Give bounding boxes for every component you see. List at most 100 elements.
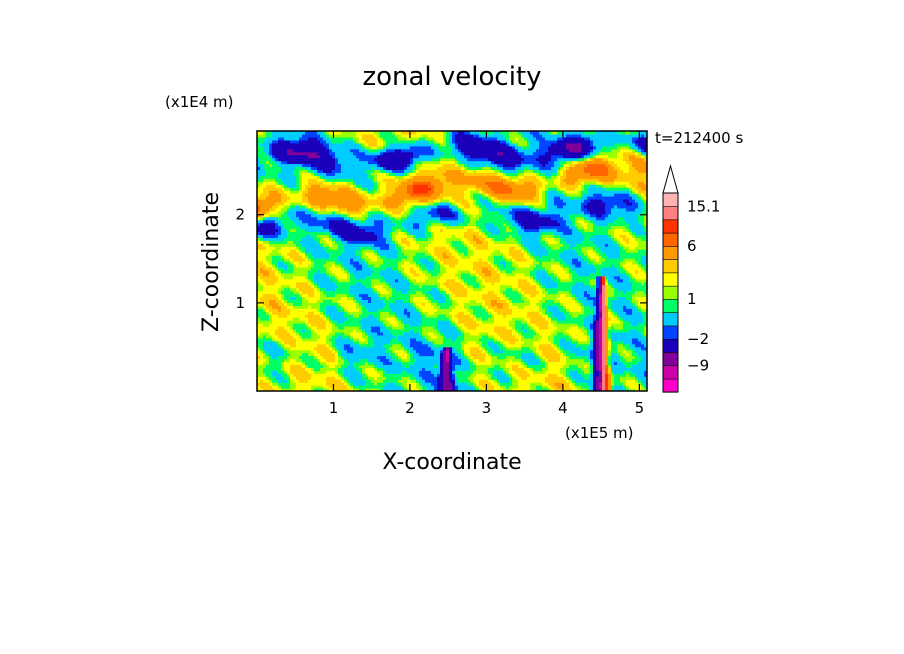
heatmap-cell xyxy=(275,385,279,389)
heatmap-cell xyxy=(575,305,579,309)
heatmap-cell xyxy=(371,334,375,339)
heatmap-cell xyxy=(614,358,618,363)
heatmap-cell xyxy=(395,343,399,348)
heatmap-cell xyxy=(476,296,480,300)
heatmap-cell xyxy=(428,355,432,360)
heatmap-cell xyxy=(626,290,630,295)
heatmap-cell xyxy=(383,340,387,345)
heatmap-cell xyxy=(335,343,339,348)
heatmap-cell xyxy=(338,317,342,321)
heatmap-cell xyxy=(416,323,420,327)
heatmap-cell xyxy=(377,281,381,286)
heatmap-cell xyxy=(611,302,615,306)
heatmap-cell xyxy=(461,352,465,357)
heatmap-cell xyxy=(608,323,612,327)
heatmap-cell xyxy=(440,367,444,371)
heatmap-cell xyxy=(305,305,309,309)
heatmap-cell xyxy=(266,287,270,292)
heatmap-cell xyxy=(305,331,309,336)
heatmap-cell xyxy=(389,308,393,312)
heatmap-cell xyxy=(452,379,456,383)
heatmap-cell xyxy=(593,305,597,309)
heatmap-cell xyxy=(374,317,378,321)
heatmap-cell xyxy=(374,314,378,318)
heatmap-cell xyxy=(386,314,390,318)
heatmap-cell xyxy=(437,311,441,315)
heatmap-cell xyxy=(344,326,348,330)
heatmap-cell xyxy=(437,331,441,336)
heatmap-cell xyxy=(623,328,627,333)
heatmap-cell xyxy=(620,308,624,312)
heatmap-cell xyxy=(491,340,495,345)
heatmap-cell xyxy=(368,388,372,391)
heatmap-cell xyxy=(533,361,537,365)
heatmap-cell xyxy=(479,355,483,360)
heatmap-cell xyxy=(341,352,345,357)
heatmap-cell xyxy=(605,293,609,298)
heatmap-cell xyxy=(359,317,363,321)
heatmap-cell xyxy=(620,305,624,309)
heatmap-cell xyxy=(416,290,420,295)
heatmap-cell xyxy=(329,334,333,339)
heatmap-cell xyxy=(395,385,399,389)
heatmap-cell xyxy=(473,308,477,312)
heatmap-cell xyxy=(644,320,647,324)
heatmap-cell xyxy=(302,364,306,368)
heatmap-cell xyxy=(602,361,606,365)
heatmap-cell xyxy=(374,323,378,327)
heatmap-cell xyxy=(503,367,507,371)
heatmap-cell xyxy=(470,337,474,342)
heatmap-cell xyxy=(590,278,594,283)
heatmap-cell xyxy=(545,314,549,318)
heatmap-cell xyxy=(590,281,594,286)
heatmap-cell xyxy=(596,323,600,327)
heatmap-cell xyxy=(302,296,306,300)
heatmap-cell xyxy=(284,320,288,324)
heatmap-cell xyxy=(428,290,432,295)
heatmap-cell xyxy=(521,361,525,365)
heatmap-cell xyxy=(521,352,525,357)
heatmap-cell xyxy=(326,382,330,386)
heatmap-cell xyxy=(380,275,384,280)
heatmap-cell xyxy=(302,376,306,380)
heatmap-cell xyxy=(452,305,456,309)
heatmap-cell xyxy=(635,331,639,336)
heatmap-cell xyxy=(311,340,315,345)
heatmap-cell xyxy=(284,340,288,345)
heatmap-cell xyxy=(626,328,630,333)
heatmap-cell xyxy=(527,305,531,309)
heatmap-cell xyxy=(368,346,372,351)
heatmap-cell xyxy=(347,382,351,386)
heatmap-cell xyxy=(434,343,438,348)
heatmap-cell xyxy=(266,388,270,391)
heatmap-cell xyxy=(620,320,624,324)
heatmap-cell xyxy=(446,328,450,333)
heatmap-cell xyxy=(485,299,489,303)
heatmap-cell xyxy=(458,305,462,309)
heatmap-cell xyxy=(386,305,390,309)
heatmap-cell xyxy=(551,388,555,391)
heatmap-cell xyxy=(260,305,264,309)
heatmap-cell xyxy=(278,290,282,295)
heatmap-cell xyxy=(377,284,381,289)
heatmap-cell xyxy=(323,314,327,318)
heatmap-cell xyxy=(464,373,468,377)
heatmap-cell xyxy=(491,337,495,342)
heatmap-cell xyxy=(572,373,576,377)
heatmap-cell xyxy=(311,376,315,380)
heatmap-cell xyxy=(404,337,408,342)
heatmap-cell xyxy=(602,343,606,348)
heatmap-cell xyxy=(557,370,561,374)
heatmap-cell xyxy=(293,376,297,380)
heatmap-cell xyxy=(542,284,546,289)
heatmap-cell xyxy=(509,317,513,321)
heatmap-cell xyxy=(488,367,492,371)
heatmap-cell xyxy=(497,358,501,363)
heatmap-cell xyxy=(332,296,336,300)
heatmap-cell xyxy=(587,388,591,391)
heatmap-cell xyxy=(587,296,591,300)
heatmap-cell xyxy=(644,323,647,327)
heatmap-cell xyxy=(266,299,270,303)
heatmap-cell xyxy=(515,370,519,374)
heatmap-cell xyxy=(599,349,603,354)
